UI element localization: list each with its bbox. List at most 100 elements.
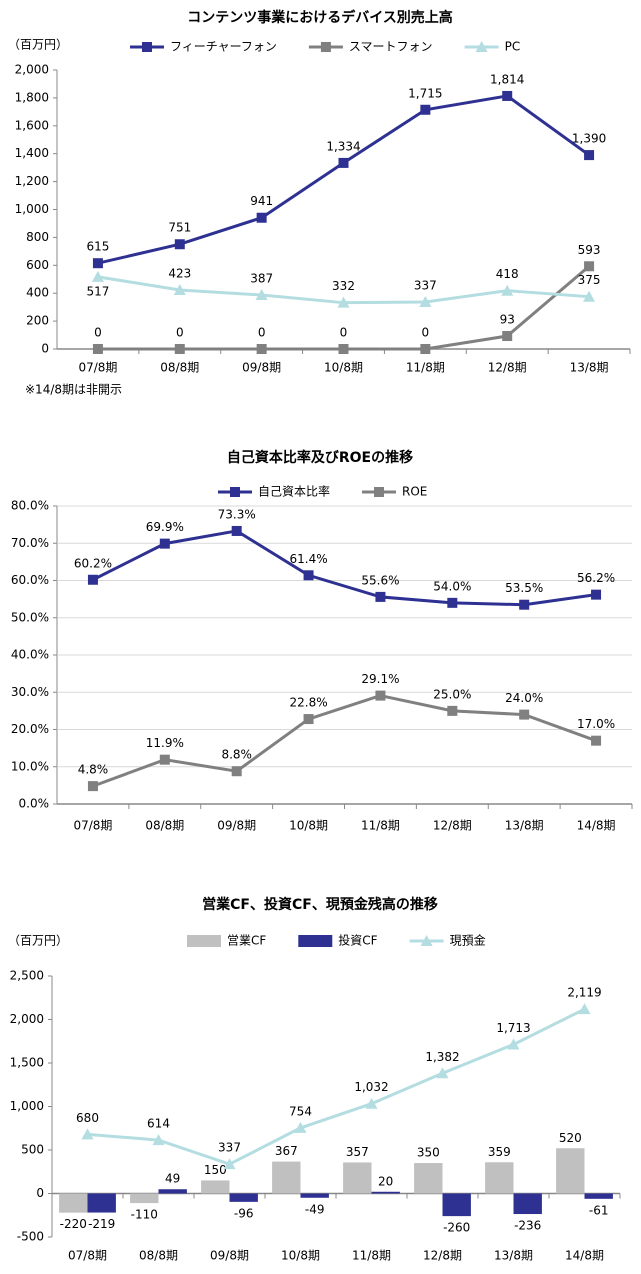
marker — [337, 296, 350, 308]
bar — [442, 1193, 471, 1217]
legend-label: 投資CF — [338, 933, 377, 948]
data-label: 754 — [289, 1104, 312, 1118]
y-tick-label: 1,000 — [15, 202, 49, 216]
bar — [272, 1161, 301, 1194]
bar — [371, 1191, 400, 1194]
marker — [256, 344, 267, 354]
y-tick-label: 50.0% — [11, 610, 49, 624]
x-tick-label: 10/8期 — [281, 1249, 320, 1263]
marker — [91, 270, 104, 282]
data-label: 22.8% — [290, 696, 328, 710]
data-label: 357 — [346, 1145, 369, 1159]
data-label: 387 — [250, 272, 273, 286]
y-tick-label: 60.0% — [11, 573, 49, 587]
marker — [231, 766, 242, 777]
data-label: 60.2% — [74, 556, 112, 570]
note: ※14/8期は非開示 — [25, 383, 122, 397]
marker — [584, 150, 595, 161]
legend-label: ROE — [402, 485, 427, 499]
data-label: 73.3% — [218, 507, 256, 521]
marker — [420, 104, 431, 115]
data-label: 55.6% — [361, 573, 399, 587]
chart-title: コンテンツ事業におけるデバイス別売上高 — [187, 9, 453, 26]
y-tick-label: 20.0% — [11, 722, 49, 736]
marker — [303, 714, 314, 725]
legend-label: フィーチャーフォン — [170, 40, 277, 54]
marker — [502, 90, 513, 101]
y-tick-label: 800 — [26, 230, 49, 244]
x-tick-label: 07/8期 — [68, 1249, 107, 1263]
marker — [375, 690, 386, 701]
marker — [255, 289, 268, 301]
y-tick-label: 0 — [41, 342, 49, 356]
legend-label: 自己資本比率 — [258, 484, 330, 499]
marker — [419, 295, 432, 307]
marker — [92, 258, 103, 269]
y-tick-label: 2,000 — [15, 63, 49, 77]
data-label: 1,334 — [326, 139, 360, 153]
y-tick-label: 200 — [26, 314, 49, 328]
data-label: 1,382 — [425, 1050, 459, 1064]
data-label: 614 — [147, 1117, 170, 1131]
marker — [436, 1067, 449, 1079]
data-label: 375 — [578, 273, 601, 287]
series-line — [97, 94, 590, 265]
x-tick-label: 09/8期 — [217, 819, 256, 833]
y-tick-label: -500 — [17, 1230, 44, 1244]
y-tick-label: 600 — [26, 258, 49, 272]
y-tick-label: 1,000 — [10, 1099, 44, 1113]
series-line — [87, 1007, 586, 1166]
data-label: 1,390 — [572, 132, 606, 146]
bar — [584, 1193, 613, 1199]
marker — [223, 1158, 236, 1170]
data-label: -96 — [234, 1206, 254, 1220]
data-label: 29.1% — [361, 672, 399, 686]
marker — [583, 290, 596, 302]
data-label: 8.8% — [221, 748, 252, 762]
legend-label: PC — [505, 40, 521, 54]
data-label: 49 — [165, 1172, 180, 1186]
x-tick-label: 09/8期 — [210, 1249, 249, 1263]
legend-label: 現預金 — [450, 933, 486, 948]
x-tick-label: 10/8期 — [324, 361, 363, 375]
data-label: 423 — [168, 266, 191, 280]
data-label: 517 — [86, 284, 109, 298]
x-tick-label: 13/8期 — [494, 1249, 533, 1263]
y-tick-label: 40.0% — [11, 648, 49, 662]
data-label: 25.0% — [433, 687, 471, 701]
x-tick-label: 11/8期 — [361, 819, 400, 833]
marker — [142, 42, 152, 52]
y-tick-label: 80.0% — [11, 499, 49, 513]
marker — [81, 1128, 94, 1140]
marker — [447, 705, 458, 716]
y-tick-label: 1,200 — [15, 174, 49, 188]
bar — [87, 1193, 116, 1213]
data-label: 350 — [417, 1146, 440, 1160]
bar — [59, 1193, 88, 1213]
y-axis-label: （百万円） — [8, 934, 68, 948]
data-label: 69.9% — [146, 520, 184, 534]
marker — [591, 589, 602, 600]
data-label: 1,715 — [408, 86, 442, 100]
data-label: -219 — [88, 1217, 115, 1231]
data-label: 337 — [218, 1141, 241, 1155]
data-label: 150 — [204, 1163, 227, 1177]
data-label: 0 — [94, 326, 102, 340]
x-tick-label: 09/8期 — [242, 361, 281, 375]
data-label: 1,713 — [496, 1021, 530, 1035]
data-label: 520 — [559, 1131, 582, 1145]
marker — [420, 344, 431, 354]
marker — [375, 591, 386, 602]
series-line — [92, 529, 597, 607]
y-tick-label: 1,500 — [10, 1056, 44, 1070]
data-label: 24.0% — [505, 691, 543, 705]
marker — [591, 735, 602, 746]
data-label: 418 — [496, 267, 519, 281]
data-label: 367 — [275, 1144, 298, 1158]
data-label: -220 — [60, 1217, 87, 1231]
y-tick-label: 30.0% — [11, 685, 49, 699]
data-label: 56.2% — [577, 571, 615, 585]
marker — [159, 538, 170, 549]
x-tick-label: 11/8期 — [406, 361, 445, 375]
